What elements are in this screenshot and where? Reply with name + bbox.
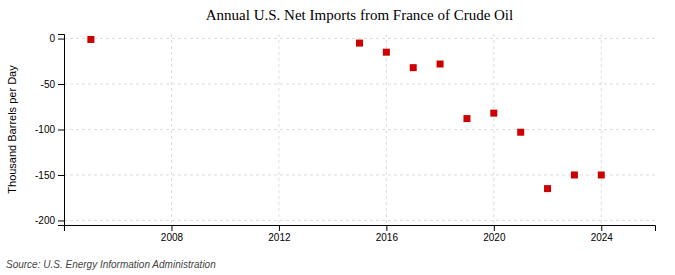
tick: 2020 [483,225,506,243]
grid-line [64,174,655,175]
tick-mark [279,225,280,231]
tick-label: 2008 [161,232,184,243]
tick: 2016 [376,225,399,243]
point [437,61,444,68]
point [490,110,497,117]
tick-mark [58,220,64,221]
grid [64,34,655,225]
tick-mark [494,225,495,231]
tick-label: -100 [35,124,55,135]
point [87,36,94,43]
tick-label: 2024 [591,232,614,243]
point [544,185,551,192]
tick-label: 2016 [376,232,399,243]
tick-mark [386,225,387,231]
grid-line [64,129,655,130]
grid-line [386,34,387,225]
grid-line [64,38,655,39]
point [410,64,417,71]
tick-mark [58,84,64,85]
y-axis: 0 -50 -100 -150 -200 [35,33,65,226]
y-axis-title: Thousand Barrels per Day [6,65,18,194]
tick: -50 [41,79,64,90]
tick: 0 [49,33,64,44]
tick-label: 2012 [268,232,291,243]
grid-line [64,84,655,85]
point [356,40,363,47]
tick-label: 2020 [483,232,506,243]
axis-line [58,35,65,226]
tick-mark [58,130,64,131]
chart: 2008 2012 2016 2020 2024 0 -50 -100 -150 -200 Annu… [0,0,675,275]
axis-line [65,226,656,232]
grid-line [171,34,172,225]
tick-label: -50 [41,79,56,90]
point [571,171,578,178]
title: Annual U.S. Net Imports from France of C… [206,7,513,23]
point [463,115,470,122]
point [598,171,605,178]
tick-label: 0 [49,33,55,44]
grid-line [493,34,494,225]
point [517,129,524,136]
points [87,36,604,192]
tick: 2024 [591,225,614,243]
tick-label: -150 [35,170,55,181]
tick-label: -200 [35,215,55,226]
tick: -150 [35,170,64,181]
tick-mark [601,225,602,231]
tick: 2012 [268,225,291,243]
x-axis: 2008 2012 2016 2020 2024 [65,225,656,243]
grid-line [278,34,279,225]
grid-line [64,220,655,221]
tick-mark [58,39,64,40]
point [383,49,390,56]
source: Source: U.S. Energy Information Administ… [6,259,216,270]
tick-mark [171,225,172,231]
tick: 2008 [161,225,184,243]
tick: -200 [35,215,64,226]
tick-mark [58,175,64,176]
tick: -100 [35,124,64,135]
